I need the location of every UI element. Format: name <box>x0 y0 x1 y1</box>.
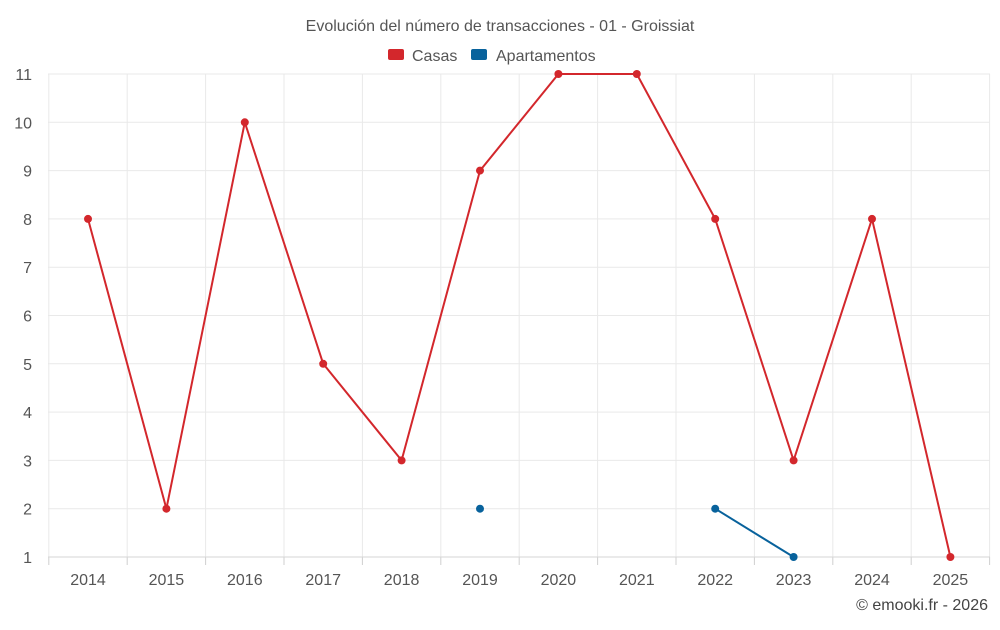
credit-text[interactable]: © emooki.fr - 2026 <box>856 597 988 614</box>
y-tick-label: 1 <box>23 550 32 567</box>
y-tick-label: 8 <box>23 212 32 229</box>
data-point-apartamentos-2019[interactable] <box>476 504 484 513</box>
x-tick-label-2022: 2022 <box>697 572 733 589</box>
data-point-casas-2025[interactable] <box>946 553 955 561</box>
x-tick-label-2016: 2016 <box>227 572 263 589</box>
legend-swatch-casas <box>388 49 404 60</box>
grid-layer <box>48 73 991 557</box>
data-point-casas-2021[interactable] <box>632 70 641 78</box>
y-tick-label: 6 <box>23 309 32 326</box>
data-point-apartamentos-2023[interactable] <box>789 553 798 561</box>
series-casas <box>84 70 955 561</box>
series-line-casas <box>243 121 325 365</box>
y-tick-label: 9 <box>23 164 32 181</box>
data-point-casas-2018[interactable] <box>397 456 406 465</box>
x-tick-label-2018: 2018 <box>384 572 420 589</box>
series-line-casas <box>479 73 560 172</box>
y-tick-label: 3 <box>23 453 32 470</box>
series-layer <box>84 70 955 561</box>
x-tick-label-2021: 2021 <box>619 572 655 589</box>
legend-item-apartamentos[interactable]: Apartamentos <box>471 48 596 65</box>
x-tick-label-2015: 2015 <box>149 572 185 589</box>
x-tick-label-2014: 2014 <box>70 572 106 589</box>
data-point-casas-2020[interactable] <box>554 70 563 78</box>
x-tick-label-2017: 2017 <box>305 572 341 589</box>
legend-item-casas[interactable]: Casas <box>388 48 457 65</box>
x-tick-label-2024: 2024 <box>854 572 890 589</box>
series-line-casas <box>400 169 481 462</box>
data-point-casas-2022[interactable] <box>711 214 720 223</box>
data-point-casas-2017[interactable] <box>319 359 328 368</box>
data-point-casas-2024[interactable] <box>868 214 876 223</box>
series-line-casas <box>322 362 403 462</box>
data-point-casas-2015[interactable] <box>162 504 171 513</box>
data-point-apartamentos-2022[interactable] <box>711 504 720 513</box>
y-tick-label: 2 <box>23 502 32 519</box>
series-line-casas <box>714 217 795 462</box>
series-line-casas <box>87 217 168 510</box>
series-line-casas <box>792 217 873 462</box>
y-tick-label: 11 <box>15 67 32 84</box>
series-line-casas <box>635 73 717 220</box>
series-apartamentos <box>476 504 798 561</box>
y-tick-label: 4 <box>23 405 32 422</box>
x-tick-label-2020: 2020 <box>541 572 577 589</box>
series-line-apartamentos <box>714 507 795 558</box>
series-line-casas <box>165 121 246 510</box>
x-tick-label-2025: 2025 <box>933 572 969 589</box>
x-tick-label-2019: 2019 <box>462 572 498 589</box>
data-point-casas-2014[interactable] <box>84 214 92 223</box>
legend-swatch-apartamentos <box>471 49 487 60</box>
legend-label-apartamentos: Apartamentos <box>496 48 596 65</box>
y-tick-label: 7 <box>23 260 32 277</box>
chart-title: Evolución del número de transacciones - … <box>306 18 695 35</box>
y-tick-label: 5 <box>23 357 32 374</box>
x-tick-label-2023: 2023 <box>776 572 812 589</box>
data-point-casas-2023[interactable] <box>789 456 798 465</box>
series-line-casas <box>871 217 952 558</box>
legend: Casas Apartamentos <box>388 48 596 65</box>
data-point-casas-2019[interactable] <box>476 166 484 175</box>
data-point-casas-2016[interactable] <box>240 118 249 127</box>
axis-layer: 1 2 3 4 5 6 7 8 9 10 11 2014 2015 2016 2017 2018 2019 202… <box>14 67 991 589</box>
y-tick-label: 10 <box>14 115 32 132</box>
legend-label-casas: Casas <box>412 48 457 65</box>
